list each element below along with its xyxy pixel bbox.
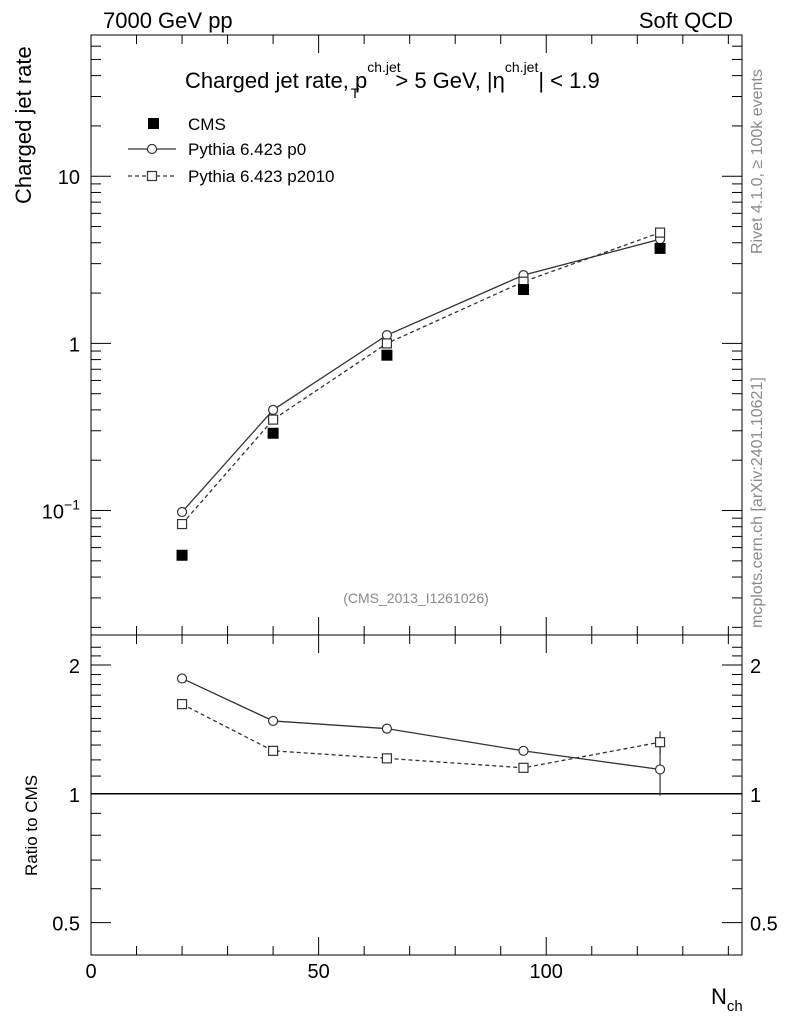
series-line-pythia-6-423-p2010 [181,232,661,525]
header-right: Soft QCD [639,8,733,33]
point-cms [176,549,188,561]
y-tick-label: 1 [69,334,80,356]
point-pythia-6-423-p0 [654,764,666,775]
ratio-plot-frame [90,634,743,956]
series-line-pythia-6-423-p0 [181,677,661,771]
point-pythia-6-423-p2010 [267,414,279,425]
legend: CMS Pythia 6.423 p0 Pythia 6.423 p2010 [128,115,335,186]
ratio-ylabel: Ratio to CMS [22,775,41,876]
ratio-y-tick-label: 2 [69,656,80,678]
mcplots-side-label: mcplots.cern.ch [arXiv:2401.10621] [749,377,766,628]
header-left: 7000 GeV pp [103,8,233,33]
x-tick-label: 100 [530,961,563,983]
legend-label-p2010: Pythia 6.423 p2010 [188,167,335,186]
ratio-y-tick-label: 1 [69,785,80,807]
series-line-pythia-6-423-p2010 [181,703,661,769]
x-tick-label: 0 [85,961,96,983]
point-pythia-6-423-p2010 [267,745,279,756]
point-cms [381,349,393,361]
rivet-side-label: Rivet 4.1.0, ≥ 100k events [749,69,766,254]
point-pythia-6-423-p0 [381,723,393,734]
ratio-data-layer [91,673,742,796]
point-pythia-6-423-p2010 [654,737,666,748]
analysis-annotation: (CMS_2013_I1261026) [343,590,489,606]
ratio-y-tick-label-right: 0.5 [750,914,778,936]
ratio-y-tick-label-right: 2 [750,656,761,678]
point-pythia-6-423-p0 [518,745,529,756]
xlabel: Nch [711,984,743,1015]
point-pythia-6-423-p2010 [381,753,393,764]
point-pythia-6-423-p0 [176,673,188,684]
point-cms [654,242,666,254]
legend-marker-p2010 [146,170,158,182]
point-cms [267,427,279,439]
main-title: Charged jet rate, pch.jet T > 5 GeV, |ηch… [185,59,600,101]
main-data-layer [176,227,666,561]
ratio-y-tick-label-right: 1 [750,785,761,807]
point-pythia-6-423-p2010 [518,762,529,773]
main-ylabel: Charged jet rate [11,46,36,204]
point-cms [517,284,529,296]
series-line-pythia-6-423-p0 [181,238,661,513]
ratio-y-tick-label: 0.5 [52,914,80,936]
point-pythia-6-423-p2010 [381,338,393,349]
legend-marker-p0 [146,143,158,155]
legend-label-cms: CMS [188,115,226,134]
legend-marker-cms [148,118,159,129]
point-pythia-6-423-p2010 [654,227,666,238]
y-tick-label: 10−1 [42,497,80,524]
point-pythia-6-423-p2010 [176,518,188,530]
point-pythia-6-423-p2010 [176,699,188,710]
point-pythia-6-423-p0 [176,506,188,518]
point-pythia-6-423-p0 [267,404,279,415]
legend-label-p0: Pythia 6.423 p0 [188,140,306,159]
point-pythia-6-423-p0 [267,715,279,727]
x-tick-label: 50 [307,961,329,983]
y-tick-label: 10 [58,167,80,189]
